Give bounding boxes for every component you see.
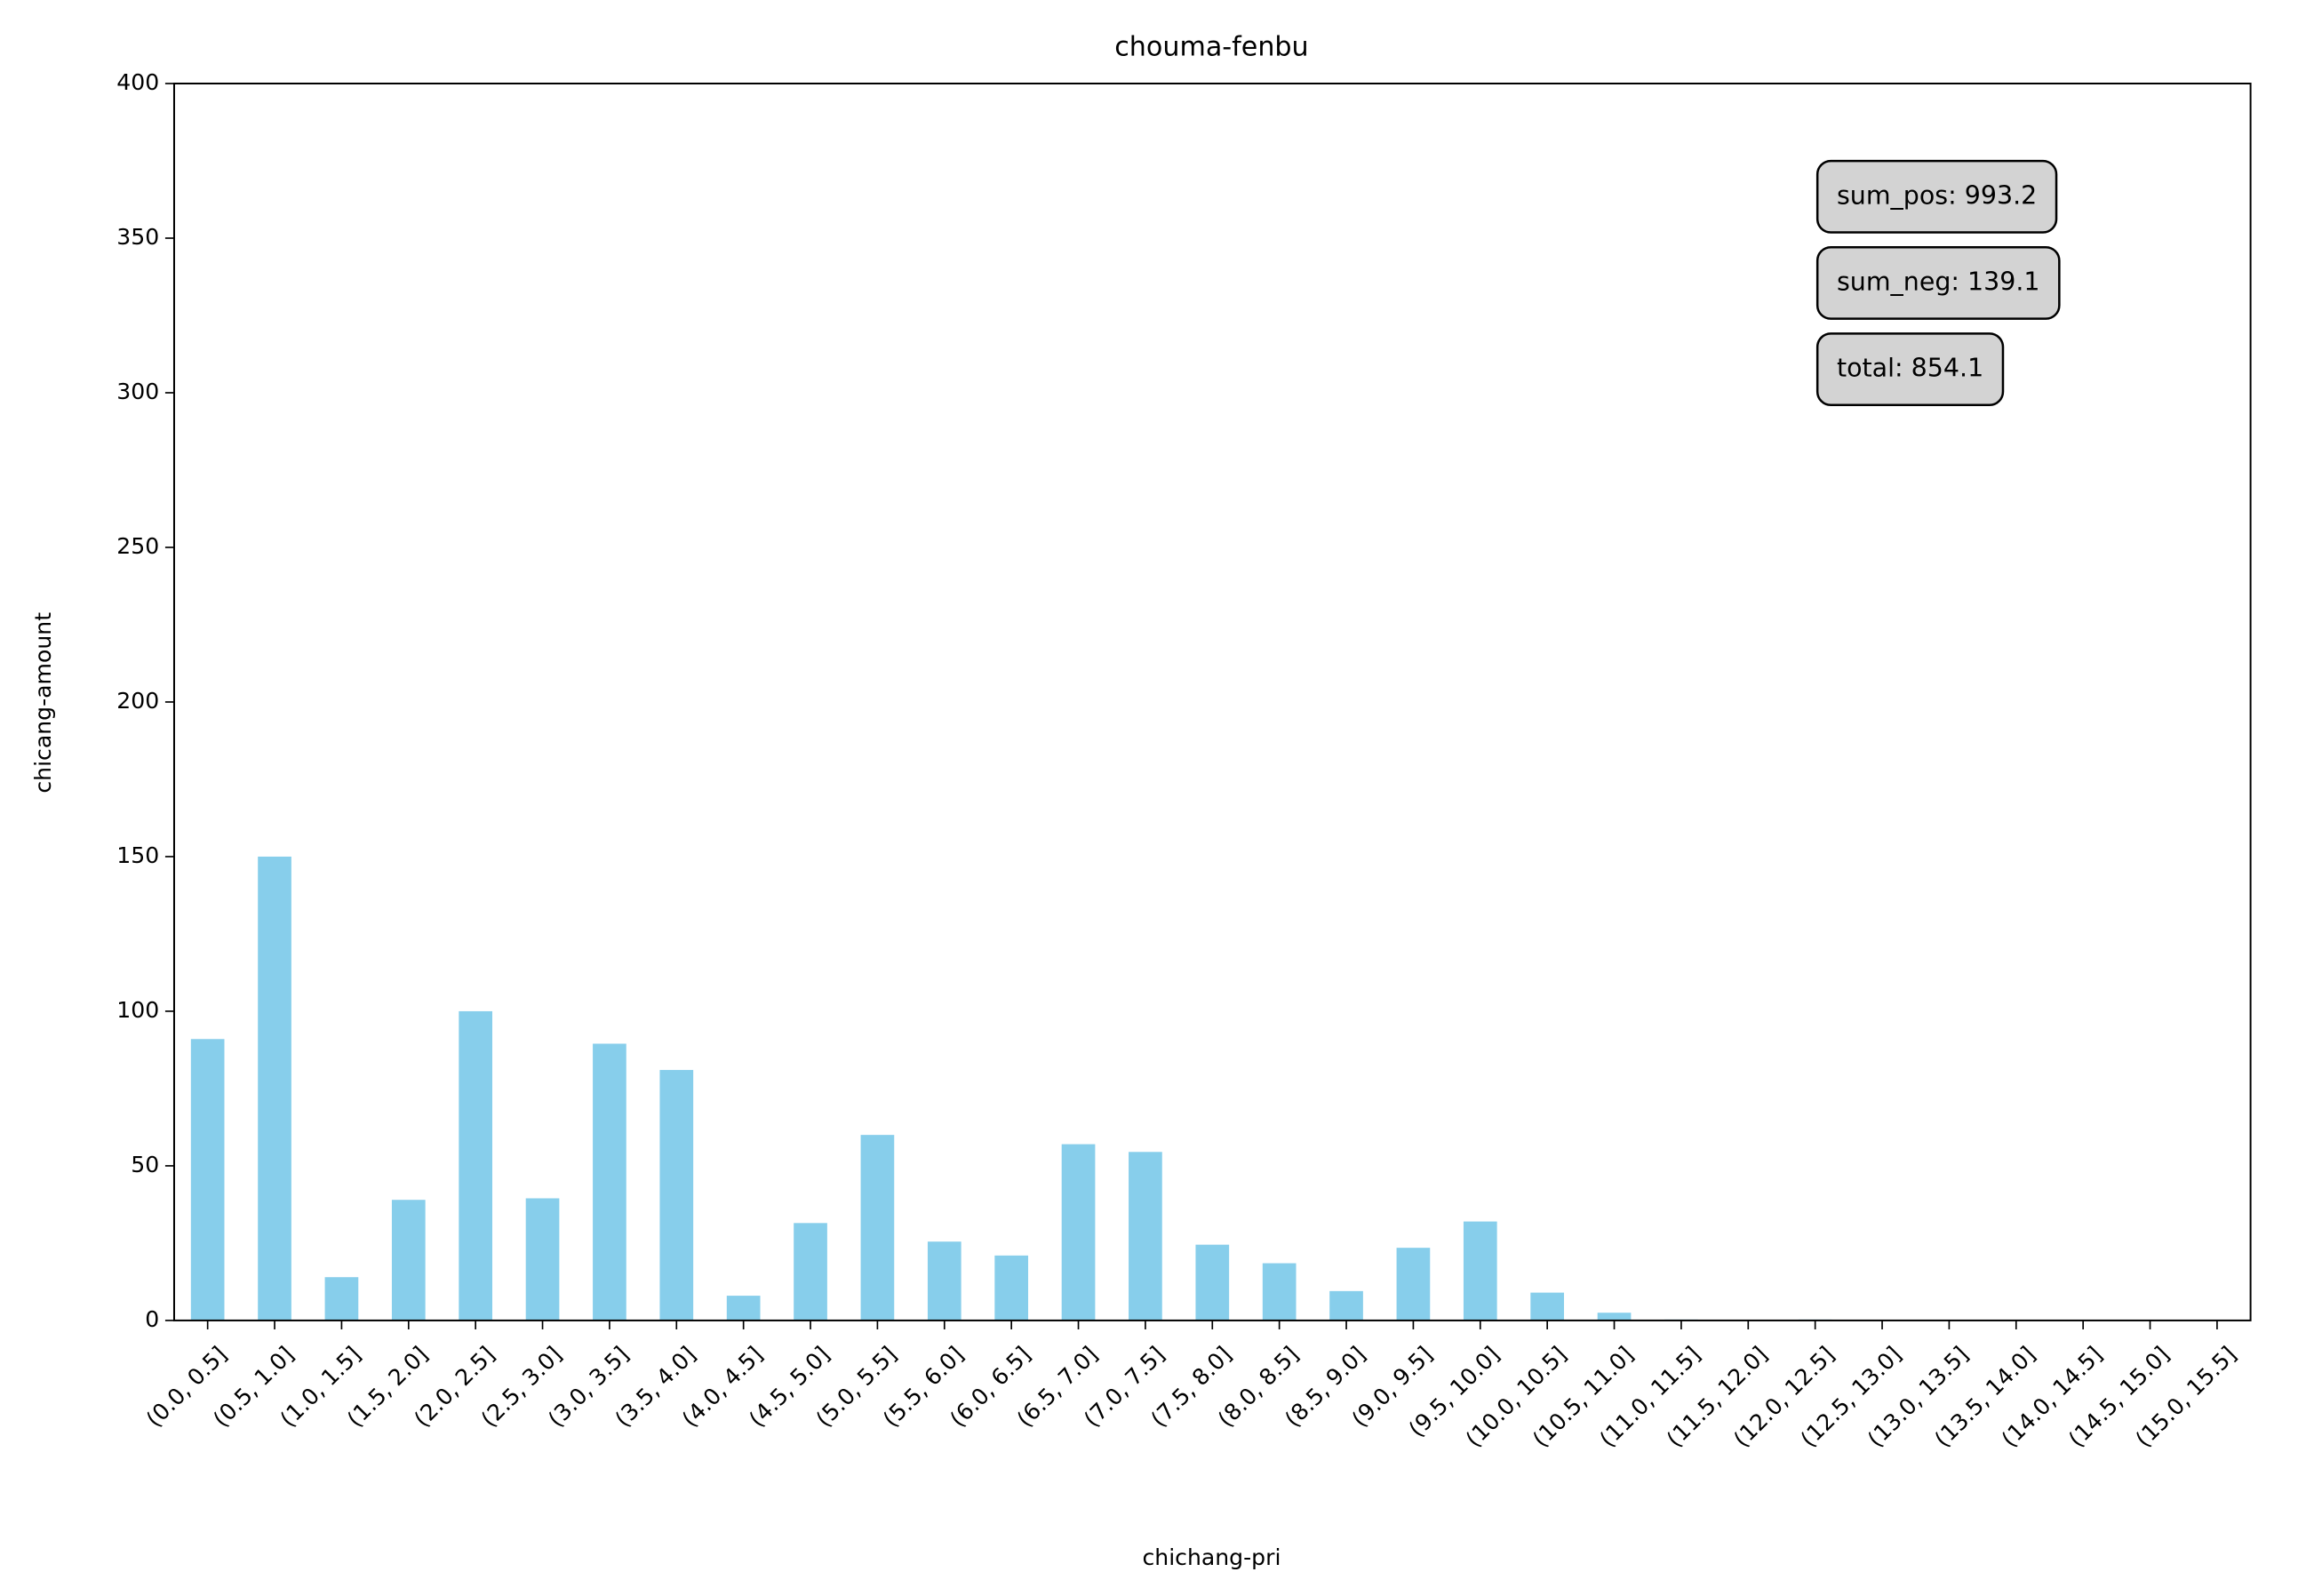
y-axis-label: chicang-amount (30, 612, 56, 794)
y-tick-label: 350 (116, 224, 159, 250)
bar (1597, 1313, 1632, 1321)
annotation: total: 854.1 (1837, 354, 1983, 383)
y-tick-label: 150 (116, 842, 159, 868)
bar (927, 1241, 962, 1321)
bar (190, 1039, 225, 1321)
bar (659, 1070, 694, 1321)
y-tick-label: 0 (145, 1306, 159, 1332)
y-tick-label: 250 (116, 533, 159, 559)
bar (994, 1255, 1029, 1321)
y-tick-label: 100 (116, 997, 159, 1023)
annotation-box (1815, 245, 2061, 320)
bar (525, 1198, 560, 1321)
chart-title: chouma-fenbu (1114, 31, 1308, 62)
bar (324, 1277, 359, 1321)
annotation-box (1815, 159, 2058, 234)
bar (1329, 1290, 1363, 1321)
bar (1129, 1152, 1162, 1321)
x-axis-label: chichang-pri (1142, 1544, 1281, 1570)
annotation: sum_neg: 139.1 (1837, 267, 2040, 296)
annotation: sum_pos: 993.2 (1837, 180, 2037, 210)
y-tick-label: 200 (116, 688, 159, 714)
bar (593, 1043, 626, 1321)
bar (258, 856, 291, 1321)
bar (726, 1296, 761, 1321)
bar (391, 1200, 426, 1321)
y-tick-label: 50 (131, 1152, 159, 1177)
bar (794, 1223, 827, 1321)
plot-frame (172, 82, 2252, 1321)
annotation-box (1815, 332, 2005, 407)
bar (1195, 1244, 1230, 1321)
y-tick-label: 400 (116, 69, 159, 95)
bar (860, 1135, 895, 1321)
bar (1396, 1248, 1431, 1321)
bar (1061, 1144, 1096, 1321)
bar (459, 1010, 493, 1321)
bar (1262, 1263, 1297, 1321)
y-tick-label: 300 (116, 379, 159, 404)
bar (1530, 1292, 1565, 1321)
bar (1463, 1221, 1497, 1321)
